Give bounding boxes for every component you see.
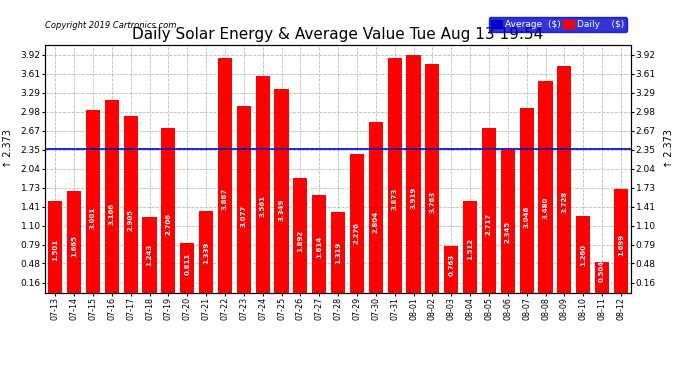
Text: 1.512: 1.512 bbox=[467, 238, 473, 260]
Text: ↑ 2.373: ↑ 2.373 bbox=[3, 129, 12, 168]
Bar bbox=[124, 116, 138, 292]
Text: 2.717: 2.717 bbox=[486, 213, 492, 235]
Bar bbox=[293, 178, 308, 292]
Text: 3.480: 3.480 bbox=[542, 196, 549, 219]
Text: 1.892: 1.892 bbox=[297, 230, 304, 252]
Bar bbox=[444, 246, 458, 292]
Bar bbox=[482, 128, 496, 292]
Bar bbox=[576, 216, 591, 292]
Bar bbox=[48, 201, 62, 292]
Text: 3.873: 3.873 bbox=[392, 188, 397, 210]
Bar bbox=[105, 100, 119, 292]
Bar bbox=[218, 58, 232, 292]
Text: 2.706: 2.706 bbox=[166, 213, 171, 235]
Text: 1.339: 1.339 bbox=[203, 242, 209, 264]
Bar bbox=[520, 108, 534, 292]
Text: 3.919: 3.919 bbox=[411, 187, 417, 209]
Text: 0.811: 0.811 bbox=[184, 253, 190, 275]
Text: 2.804: 2.804 bbox=[373, 211, 379, 233]
Bar bbox=[255, 76, 270, 292]
Bar bbox=[463, 201, 477, 292]
Text: 1.665: 1.665 bbox=[71, 235, 77, 257]
Bar bbox=[161, 128, 175, 292]
Bar bbox=[368, 122, 383, 292]
Bar bbox=[199, 211, 213, 292]
Bar bbox=[86, 111, 100, 292]
Bar bbox=[312, 195, 326, 292]
Bar bbox=[558, 66, 571, 292]
Text: 0.763: 0.763 bbox=[448, 254, 454, 276]
Text: 3.077: 3.077 bbox=[241, 205, 247, 227]
Text: ↑ 2.373: ↑ 2.373 bbox=[664, 129, 673, 168]
Bar bbox=[595, 262, 609, 292]
Text: 3.728: 3.728 bbox=[562, 191, 567, 213]
Text: 3.001: 3.001 bbox=[90, 207, 96, 229]
Bar bbox=[614, 189, 628, 292]
Bar bbox=[350, 154, 364, 292]
Text: 3.867: 3.867 bbox=[222, 188, 228, 210]
Bar bbox=[538, 81, 553, 292]
Bar bbox=[142, 217, 157, 292]
Title: Daily Solar Energy & Average Value Tue Aug 13 19:54: Daily Solar Energy & Average Value Tue A… bbox=[132, 27, 544, 42]
Text: Copyright 2019 Cartronics.com: Copyright 2019 Cartronics.com bbox=[45, 21, 176, 30]
Bar bbox=[67, 192, 81, 292]
Text: 1.260: 1.260 bbox=[580, 244, 586, 266]
Text: 1.243: 1.243 bbox=[146, 244, 152, 266]
Text: 2.276: 2.276 bbox=[354, 222, 360, 244]
Text: 2.905: 2.905 bbox=[128, 209, 134, 231]
Text: 0.504: 0.504 bbox=[599, 260, 605, 282]
Bar bbox=[180, 243, 195, 292]
Bar bbox=[501, 150, 515, 292]
Text: 1.614: 1.614 bbox=[316, 236, 322, 258]
Text: 1.319: 1.319 bbox=[335, 242, 341, 264]
Bar bbox=[406, 55, 421, 292]
Text: 3.166: 3.166 bbox=[109, 203, 115, 225]
Bar bbox=[275, 89, 288, 292]
Text: 2.345: 2.345 bbox=[505, 220, 511, 243]
Bar bbox=[425, 64, 440, 292]
Text: 1.501: 1.501 bbox=[52, 238, 58, 261]
Bar bbox=[237, 106, 251, 292]
Bar bbox=[388, 57, 402, 292]
Legend: Average  ($), Daily    ($): Average ($), Daily ($) bbox=[489, 17, 627, 32]
Text: 1.699: 1.699 bbox=[618, 234, 624, 256]
Bar bbox=[331, 213, 345, 292]
Text: 3.349: 3.349 bbox=[279, 199, 284, 221]
Text: 3.763: 3.763 bbox=[429, 190, 435, 213]
Text: 3.561: 3.561 bbox=[259, 195, 266, 217]
Text: 3.046: 3.046 bbox=[524, 206, 530, 228]
